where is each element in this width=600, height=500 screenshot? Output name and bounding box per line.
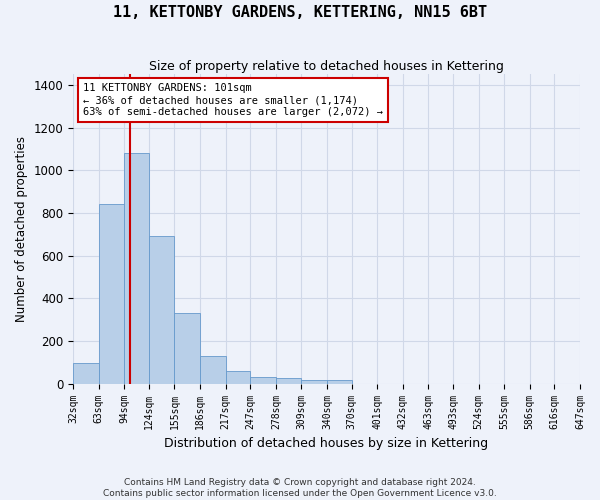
Bar — [226, 371, 250, 384]
Bar — [327, 380, 352, 384]
Bar — [301, 380, 327, 384]
Bar — [250, 377, 276, 384]
Bar — [276, 378, 301, 384]
Bar — [175, 313, 200, 384]
Text: Contains HM Land Registry data © Crown copyright and database right 2024.
Contai: Contains HM Land Registry data © Crown c… — [103, 478, 497, 498]
Text: 11 KETTONBY GARDENS: 101sqm
← 36% of detached houses are smaller (1,174)
63% of : 11 KETTONBY GARDENS: 101sqm ← 36% of det… — [83, 84, 383, 116]
Bar — [73, 363, 98, 384]
Bar — [200, 356, 226, 384]
Bar — [98, 204, 124, 384]
X-axis label: Distribution of detached houses by size in Kettering: Distribution of detached houses by size … — [164, 437, 488, 450]
Bar — [124, 154, 149, 384]
Text: 11, KETTONBY GARDENS, KETTERING, NN15 6BT: 11, KETTONBY GARDENS, KETTERING, NN15 6B… — [113, 5, 487, 20]
Bar — [149, 236, 175, 384]
Y-axis label: Number of detached properties: Number of detached properties — [15, 136, 28, 322]
Title: Size of property relative to detached houses in Kettering: Size of property relative to detached ho… — [149, 60, 504, 73]
